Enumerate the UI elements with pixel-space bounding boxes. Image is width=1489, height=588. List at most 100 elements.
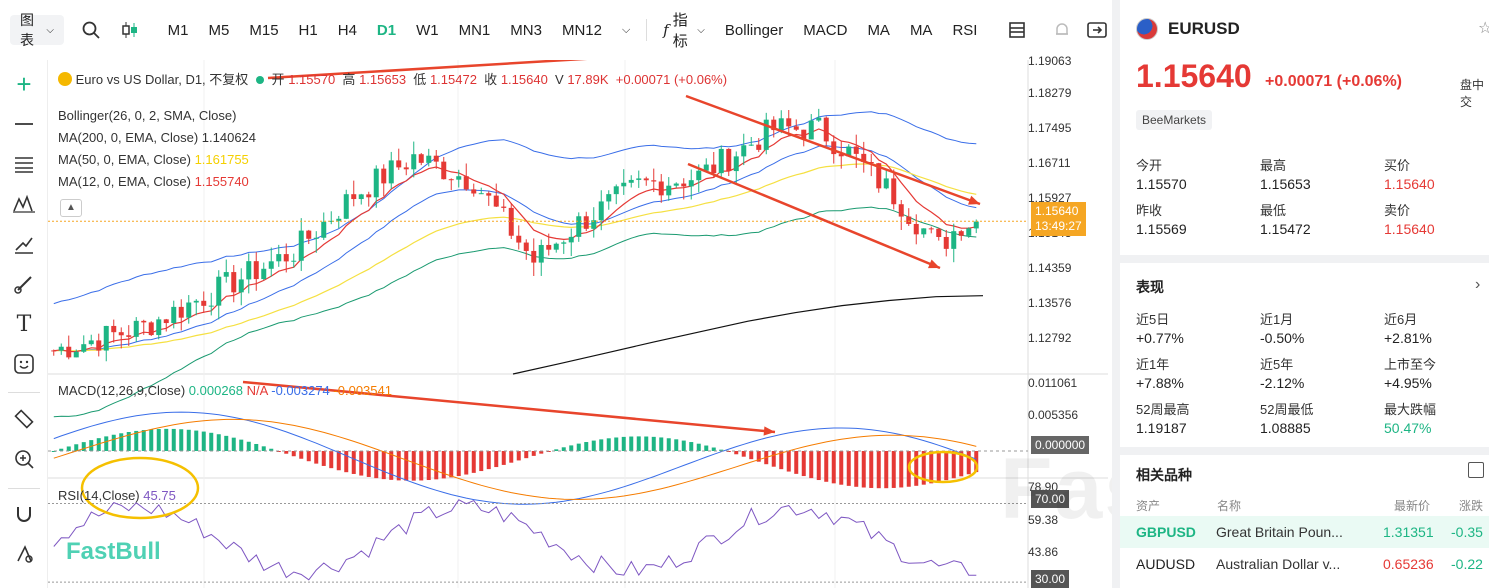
quote-label: 最高 <box>1260 158 1287 173</box>
macd-histogram-bar <box>861 451 866 488</box>
macd-histogram-bar <box>531 451 536 456</box>
channel-upper-arrow-head <box>968 195 980 205</box>
macd-histogram-bar <box>149 429 154 451</box>
horizontal-line-icon[interactable] <box>10 110 38 138</box>
performance-grid: 近5日 +0.77% 近1月 -0.50% 近6月 +2.81% 近1年 +7.88% … <box>1136 309 1489 436</box>
timeframe-m1[interactable]: M1 <box>167 21 189 39</box>
timeframe-d1[interactable]: D1 <box>376 21 397 39</box>
candle-body <box>703 164 709 171</box>
candle-body <box>351 194 357 200</box>
indicator-ma-2[interactable]: MA <box>909 21 933 39</box>
timeframe-h1[interactable]: H1 <box>298 21 318 39</box>
fibonacci-icon[interactable] <box>10 150 38 178</box>
zoom-in-icon[interactable] <box>10 445 38 473</box>
open-value: 1.15570 <box>288 72 336 87</box>
macd-histogram-bar <box>629 436 634 451</box>
perf-label: 最大跌幅 <box>1384 402 1437 417</box>
macd-histogram-bar <box>794 451 799 474</box>
timeframe-m15[interactable]: M15 <box>249 21 279 39</box>
perf-value: -2.12% <box>1260 375 1305 391</box>
ruler-icon[interactable] <box>10 405 38 433</box>
alert-bell-icon[interactable] <box>1050 16 1073 44</box>
related-row[interactable]: AUDUSD Australian Dollar v... 0.65236 -0… <box>1120 548 1489 580</box>
candle-body <box>51 350 57 352</box>
macd-histogram-bar <box>569 445 574 451</box>
candle-body <box>343 194 349 219</box>
timeframe-m5[interactable]: M5 <box>208 21 230 39</box>
indicator-rsi[interactable]: RSI <box>952 21 978 39</box>
candle-body <box>561 242 567 244</box>
timeframe-mn12[interactable]: MN12 <box>561 21 602 39</box>
macd-histogram-bar <box>944 451 949 481</box>
chart-area[interactable]: Euro vs US Dollar, D1, 不复权 开 1.15570 高 1… <box>48 54 1108 588</box>
chevron-right-icon[interactable]: › <box>1475 276 1481 293</box>
indicators-button[interactable]: f 指标 ⌵ <box>659 12 709 50</box>
price-chart-svg[interactable] <box>48 60 1108 588</box>
chart-type-dropdown[interactable]: 图表 ⌵ <box>10 12 64 48</box>
crosshair-icon[interactable]: + <box>16 68 32 99</box>
price-axis-tick: 1.12792 <box>1028 331 1072 345</box>
candle-body <box>816 117 822 121</box>
macd-histogram-bar <box>636 436 641 451</box>
candle-body <box>718 148 724 174</box>
layout-icon[interactable] <box>1005 16 1028 44</box>
performance-title: 表现 <box>1136 279 1164 295</box>
indicator-ma-1[interactable]: MA <box>867 21 890 39</box>
candle-body <box>493 195 499 207</box>
quote-value: 1.15570 <box>1136 176 1187 192</box>
list-icon[interactable] <box>1468 462 1484 478</box>
candle-body <box>583 216 589 229</box>
price-axis-tick: 1.18279 <box>1028 86 1072 100</box>
ma50-legend[interactable]: MA(50, 0, EMA, Close) 1.161755 <box>58 152 249 167</box>
macd-histogram-bar <box>966 451 971 475</box>
macd-histogram-bar <box>951 451 956 479</box>
magnet-icon[interactable] <box>10 500 38 528</box>
favorite-star-icon[interactable]: ☆ <box>1478 20 1489 37</box>
ma200-legend[interactable]: MA(200, 0, EMA, Close) 1.140624 <box>58 130 256 145</box>
macd-histogram-bar <box>299 451 304 459</box>
macd-histogram-bar <box>164 428 169 451</box>
quote-label: 卖价 <box>1384 203 1411 218</box>
lock-drawing-icon[interactable] <box>10 540 38 568</box>
candle-body <box>456 176 462 180</box>
candle-body <box>591 220 597 229</box>
timeframe-mn1[interactable]: MN1 <box>458 21 491 39</box>
macd-histogram-bar <box>824 451 829 482</box>
more-timeframes-chevron-icon[interactable]: ⌵ <box>621 23 631 36</box>
candlestick-type-icon[interactable] <box>119 16 142 44</box>
collapse-legend-button[interactable]: ▲ <box>60 199 82 217</box>
pattern-icon[interactable] <box>10 190 38 218</box>
emoji-icon[interactable] <box>10 350 38 378</box>
timeframe-mn3[interactable]: MN3 <box>510 21 542 39</box>
countdown-label: 13:49:27 <box>1035 219 1082 233</box>
candle-body <box>73 351 79 358</box>
search-icon[interactable] <box>80 16 103 44</box>
perf-label: 近1年 <box>1136 357 1170 372</box>
bollinger-upper-line <box>53 111 977 305</box>
macd-histogram-bar <box>816 451 821 481</box>
timeframe-w1[interactable]: W1 <box>416 21 439 39</box>
indicator-bollinger[interactable]: Bollinger <box>724 21 784 39</box>
candle-body <box>313 237 319 239</box>
export-icon[interactable] <box>1085 16 1108 44</box>
macd-histogram-bar <box>411 451 416 481</box>
text-tool-icon[interactable]: T <box>16 311 32 337</box>
source-badge[interactable]: BeeMarkets <box>1136 110 1213 130</box>
macd-legend[interactable]: MACD(12,26,9,Close) 0.000268 N/A -0.0032… <box>58 383 392 398</box>
candle-body <box>163 319 169 324</box>
candle-body <box>478 193 484 195</box>
rsi-legend[interactable]: RSI(14,Close) 45.75 <box>58 488 176 503</box>
ma12-legend[interactable]: MA(12, 0, EMA, Close) 1.155740 <box>58 174 249 189</box>
timeframe-h4[interactable]: H4 <box>337 21 357 39</box>
related-row[interactable]: GBPUSD Great Britain Poun... 1.31351 -0.… <box>1120 516 1489 548</box>
high-label: 高 <box>342 72 356 87</box>
trend-arrow-icon[interactable] <box>10 230 38 258</box>
brush-icon[interactable] <box>10 270 38 298</box>
macd-histogram-bar <box>449 451 454 478</box>
perf-value: 50.47% <box>1384 420 1432 436</box>
macd-histogram-bar <box>89 440 94 451</box>
macd-label: MACD(12,26,9,Close) <box>58 383 186 398</box>
bollinger-legend[interactable]: Bollinger(26, 0, 2, SMA, Close) <box>58 108 236 123</box>
indicator-macd[interactable]: MACD <box>803 21 848 39</box>
quote-value: 1.15653 <box>1260 176 1311 192</box>
